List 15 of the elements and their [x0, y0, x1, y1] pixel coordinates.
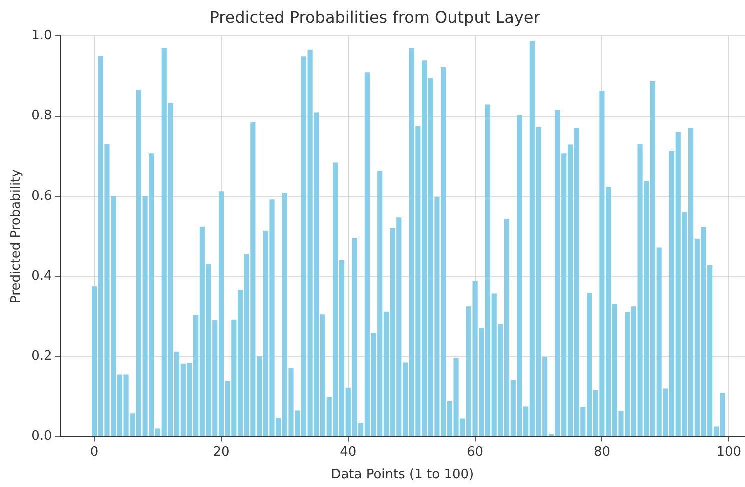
- x-tick-label: 80: [594, 444, 610, 460]
- y-tick-label: 0.6: [32, 188, 52, 204]
- y-tick-label: 0.0: [32, 429, 52, 444]
- x-tick-label: 100: [716, 444, 742, 460]
- x-tick-label: 0: [90, 444, 99, 460]
- y-tick-label: 0.2: [32, 349, 52, 364]
- y-tick-label: 1.0: [32, 28, 52, 44]
- x-axis-title: Data Points (1 to 100): [331, 468, 474, 483]
- x-tick-label: 40: [340, 444, 357, 460]
- chart-title: Predicted Probabilities from Output Layer: [210, 8, 541, 27]
- y-tick-label: 0.8: [32, 108, 52, 124]
- y-tick-label: 0.4: [32, 268, 52, 284]
- x-tick-label: 20: [213, 444, 230, 460]
- y-axis-title: Predicted Probability: [9, 169, 24, 304]
- x-tick-label: 60: [467, 444, 484, 460]
